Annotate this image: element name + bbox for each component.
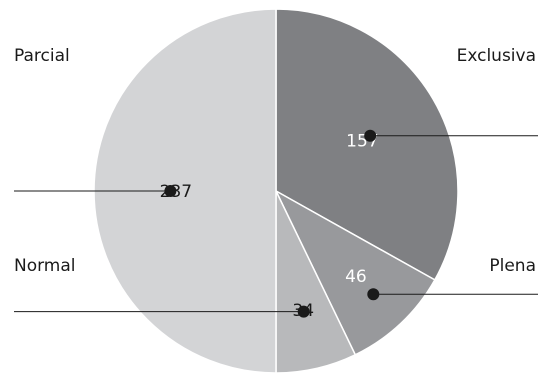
- slice-label-normal: Normal: [14, 256, 76, 276]
- slice-label-exclusiva: Exclusiva: [457, 46, 536, 66]
- slice-label-parcial: Parcial: [14, 46, 70, 66]
- slice-labels: Exclusiva Plena Normal Parcial: [14, 46, 536, 276]
- leader-dot-normal: [297, 305, 310, 318]
- leader-dot-parcial: [164, 185, 177, 197]
- pie-slice-exclusiva: [275, 8, 459, 281]
- leader-dot-exclusiva: [364, 129, 377, 142]
- slice-label-plena: Plena: [489, 256, 536, 276]
- slice-value-plena: 46: [345, 267, 367, 287]
- pie-slice-plena: [274, 189, 436, 356]
- leader-lines: [14, 129, 538, 318]
- leader-dot-plena: [367, 288, 380, 301]
- pie-slices: [93, 8, 459, 374]
